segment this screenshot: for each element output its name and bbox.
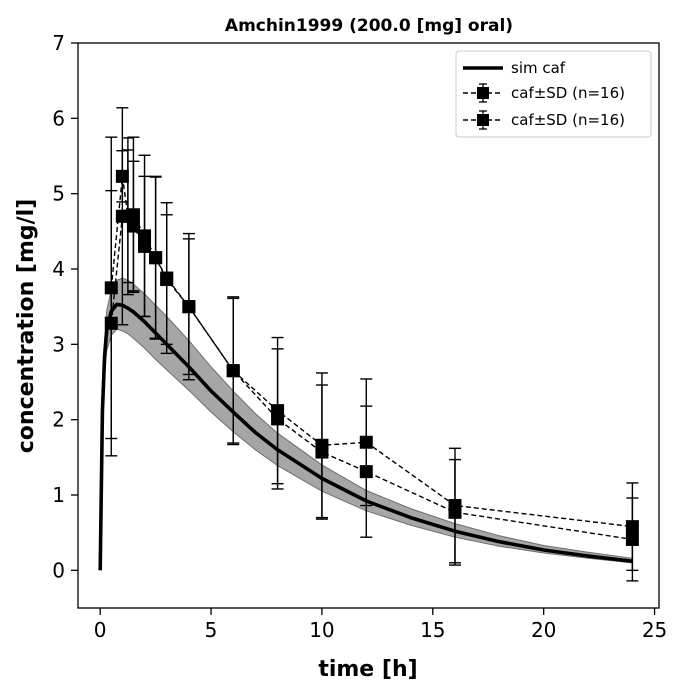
data-point [160, 273, 174, 287]
data-point [138, 239, 152, 253]
legend-box [455, 50, 652, 138]
series-2 [104, 107, 639, 582]
legend-entry-series-2: caf±SD (n=16) [463, 110, 625, 130]
legend-entry-series-1: caf±SD (n=16) [463, 83, 625, 103]
legend-swatch-series-2 [477, 114, 489, 126]
legend-swatch-series-1 [477, 87, 489, 99]
legend-label-sim: sim caf [511, 59, 566, 77]
y-tick-label: 0 [52, 558, 65, 582]
x-tick-label: 10 [309, 618, 334, 642]
data-point [448, 505, 462, 519]
x-tick-label: 0 [94, 618, 107, 642]
legend-label-series-1: caf±SD (n=16) [511, 84, 625, 102]
x-tick-label: 15 [420, 618, 445, 642]
y-axis-label: concentration [mg/l] [14, 199, 39, 454]
data-point [359, 465, 373, 479]
y-tick-label: 2 [52, 408, 65, 432]
legend: sim caf caf±SD (n=16) caf±SD (n=16) [455, 50, 652, 138]
data-point [126, 219, 140, 233]
y-tick-label: 5 [52, 182, 65, 206]
y-tick-label: 6 [52, 106, 65, 130]
axes-ticks: 0 5 10 15 20 25 0 1 2 3 4 5 6 7 [52, 31, 667, 642]
y-tick-label: 4 [52, 257, 65, 281]
data-point [149, 251, 163, 265]
y-tick-label: 7 [52, 31, 65, 55]
data-point [182, 300, 196, 314]
legend-entry-sim: sim caf [463, 59, 566, 77]
plot-area [98, 107, 639, 582]
data-point [226, 364, 240, 378]
x-axis-label: time [h] [318, 657, 417, 682]
data-point [104, 316, 118, 330]
x-tick-label: 25 [642, 618, 667, 642]
data-point [315, 445, 329, 459]
data-point [121, 209, 135, 223]
plot-frame [77, 42, 660, 609]
chart-title: Amchin1999 (200.0 [mg] oral) [225, 16, 513, 36]
y-tick-label: 3 [52, 332, 65, 356]
y-tick-label: 1 [52, 483, 65, 507]
x-tick-label: 5 [205, 618, 218, 642]
x-tick-label: 20 [531, 618, 556, 642]
legend-label-series-2: caf±SD (n=16) [511, 111, 625, 129]
data-point [625, 532, 639, 546]
data-point [271, 412, 285, 426]
